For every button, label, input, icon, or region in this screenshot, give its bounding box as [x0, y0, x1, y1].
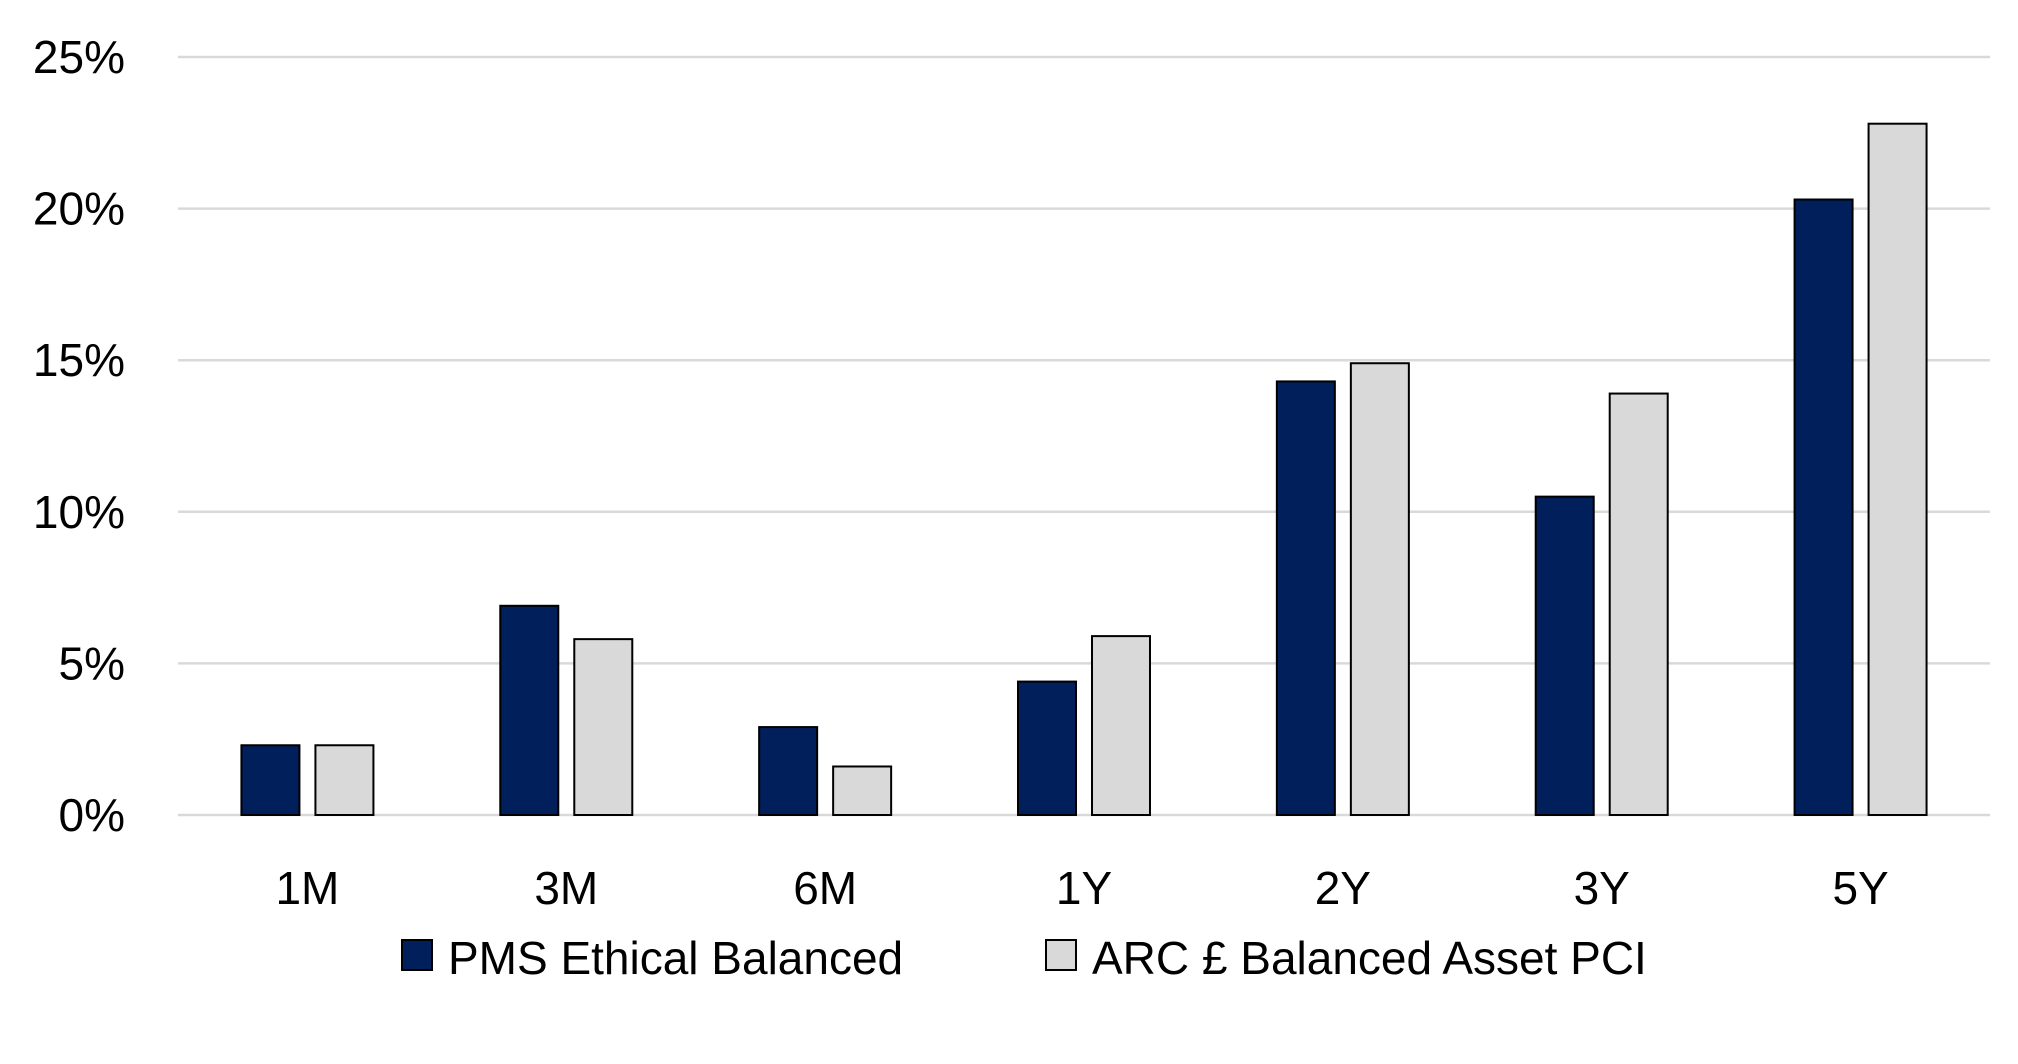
- bar-pms-2y: [1275, 380, 1336, 816]
- x-tick-label: 3Y: [1574, 862, 1630, 914]
- legend: PMS Ethical Balanced ARC £ Balanced Asset…: [401, 932, 1647, 984]
- bar-pms-3y: [1534, 495, 1595, 816]
- y-axis-tick-labels: 0% 5% 10% 15% 20% 25%: [33, 31, 125, 841]
- y-tick-label: 5%: [59, 637, 125, 689]
- bar-arc-5y: [1867, 122, 1928, 817]
- y-tick-label: 15%: [33, 334, 125, 386]
- bar-pms-1y: [1017, 680, 1077, 816]
- x-tick-label: 1M: [275, 862, 339, 914]
- gridlines: [178, 55, 1990, 817]
- legend-swatch: [401, 939, 433, 971]
- bar-arc-3y: [1608, 392, 1669, 816]
- bar-arc-6m: [832, 765, 893, 816]
- bar-pms-3m: [499, 604, 560, 816]
- bar-arc-3m: [573, 638, 634, 816]
- legend-label: ARC £ Balanced Asset PCI: [1092, 932, 1647, 984]
- y-tick-label: 0%: [59, 789, 125, 841]
- bar-arc-1y: [1091, 635, 1151, 816]
- x-tick-label: 1Y: [1056, 862, 1112, 914]
- legend-label: PMS Ethical Balanced: [448, 932, 903, 984]
- bar-pms-6m: [758, 726, 819, 817]
- x-tick-label: 3M: [534, 862, 598, 914]
- bar-pms-1m: [240, 744, 301, 816]
- y-tick-label: 25%: [33, 31, 125, 83]
- bar-arc-2y: [1349, 362, 1410, 816]
- bar-arc-1m: [314, 744, 375, 816]
- x-tick-label: 5Y: [1832, 862, 1888, 914]
- bar-pms-5y: [1793, 198, 1854, 816]
- legend-swatch: [1045, 939, 1077, 971]
- x-axis-tick-labels: 1M 3M 6M 1Y 2Y 3Y 5Y: [275, 862, 1888, 914]
- y-tick-label: 10%: [33, 486, 125, 538]
- x-tick-label: 6M: [793, 862, 857, 914]
- x-tick-label: 2Y: [1315, 862, 1371, 914]
- bars: [240, 122, 1928, 817]
- y-tick-label: 20%: [33, 183, 125, 235]
